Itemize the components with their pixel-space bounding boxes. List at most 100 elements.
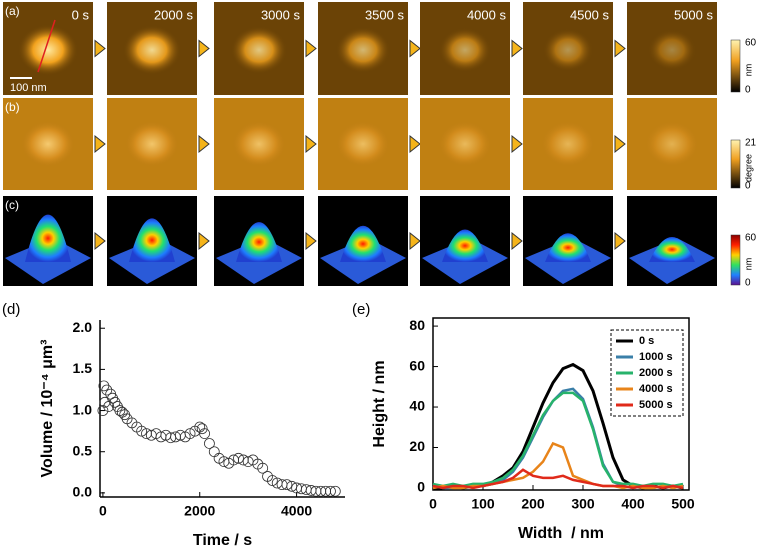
arrow: [305, 39, 317, 58]
data-point: [325, 485, 336, 497]
data-point: [204, 438, 215, 449]
row-label: (a): [5, 4, 20, 18]
afm-height-blob: [18, 24, 78, 76]
arrow: [94, 231, 106, 251]
colorbar-min: 0: [745, 85, 751, 96]
afm-phase-blob: [124, 120, 180, 168]
x-tick-label: 200: [521, 496, 545, 512]
y-tick-label: 0.0: [73, 484, 93, 500]
legend-label: 4000 s: [639, 383, 673, 395]
y-tick-label: 20: [409, 438, 425, 454]
data-point: [184, 428, 196, 440]
colorbar: [730, 234, 741, 286]
arrow: [94, 134, 106, 154]
arrow: [305, 134, 317, 154]
afm-3d-peak: [25, 214, 71, 262]
x-tick-label: 2000: [184, 503, 215, 519]
data-point: [97, 405, 109, 416]
plot-frame: [432, 317, 690, 491]
colorbar-max: 60: [745, 38, 757, 49]
x-tick-label: 100: [471, 496, 495, 512]
data-point: [208, 446, 220, 458]
y-axis-label: Volume / 10⁻⁴ μm³: [39, 340, 56, 478]
x-tick-label: 4000: [281, 503, 312, 519]
arrow: [614, 134, 626, 154]
data-point: [329, 485, 341, 497]
afm-phase-blob: [335, 120, 391, 168]
time-label: 3500 s: [365, 7, 405, 22]
arrow: [198, 39, 210, 58]
arrow: [614, 39, 626, 58]
arrow: [94, 39, 106, 58]
afm-3d-peak: [545, 233, 591, 262]
arrow: [409, 231, 421, 251]
afm-3d-peak: [129, 218, 175, 262]
time-label: 3000 s: [261, 7, 301, 22]
colorbar-unit: nm: [743, 258, 753, 271]
colorbar: [730, 139, 741, 189]
y-tick-label: 0.5: [73, 442, 93, 458]
data-point: [257, 462, 269, 474]
x-tick-label: 300: [571, 496, 595, 512]
x-tick-label: 0: [99, 503, 107, 519]
afm-3d-peak: [340, 225, 386, 262]
colorbar-unit: nm: [743, 64, 753, 77]
afm-height-blob: [439, 27, 491, 73]
scale-bar-label: 100 nm: [10, 82, 47, 94]
data-point: [136, 425, 148, 437]
afm-phase-blob: [20, 120, 76, 168]
time-label: 5000 s: [674, 7, 714, 22]
arrow: [409, 134, 421, 154]
data-point: [196, 423, 208, 435]
legend-label: 0 s: [639, 335, 654, 347]
time-label: 4500 s: [570, 7, 610, 22]
x-axis-label: Width / nm: [518, 525, 604, 542]
legend-label: 1000 s: [639, 351, 673, 363]
x-axis-label: Time / s: [193, 532, 252, 549]
profile-line: [37, 19, 56, 73]
data-point: [101, 384, 113, 396]
time-label: 2000 s: [154, 7, 194, 22]
y-tick-label: 60: [409, 357, 425, 373]
data-point: [266, 475, 278, 486]
arrow: [511, 134, 523, 154]
y-axis-label: Height / nm: [371, 360, 388, 447]
row-label: (b): [5, 100, 20, 114]
series-line: [432, 441, 684, 490]
afm-height-blob: [543, 28, 593, 72]
afm-phase-blob: [540, 120, 596, 168]
afm-3d-peak: [442, 229, 488, 262]
afm-height-blob: [648, 29, 696, 71]
y-tick-label: 0: [417, 479, 425, 495]
y-tick-label: 80: [409, 317, 425, 333]
arrow: [614, 231, 626, 251]
y-tick-label: 1.0: [73, 401, 93, 417]
y-tick-label: 2.0: [73, 319, 93, 335]
panel-label: (d): [2, 301, 20, 318]
time-label: 0 s: [72, 7, 90, 22]
legend-label: 2000 s: [639, 367, 673, 379]
afm-height-blob: [231, 26, 287, 74]
arrow: [198, 134, 210, 154]
data-point: [233, 452, 244, 464]
row-label: (c): [5, 198, 19, 212]
colorbar-min: 0: [745, 278, 751, 289]
colorbar-max: 60: [745, 233, 757, 244]
y-tick-label: 1.5: [73, 360, 93, 376]
time-label: 4000 s: [467, 7, 507, 22]
afm-3d-peak: [236, 222, 282, 262]
afm-3d-peak: [649, 237, 695, 262]
afm-phase-blob: [437, 120, 493, 168]
afm-phase-blob: [644, 120, 700, 168]
arrow: [511, 39, 523, 58]
x-tick-label: 500: [671, 496, 695, 512]
y-tick-label: 40: [409, 398, 425, 414]
afm-height-blob: [123, 25, 181, 75]
x-tick-label: 400: [621, 496, 645, 512]
x-tick-label: 0: [429, 496, 437, 512]
arrow: [305, 231, 317, 251]
afm-phase-blob: [231, 120, 287, 168]
colorbar-unit: degree: [743, 154, 753, 182]
